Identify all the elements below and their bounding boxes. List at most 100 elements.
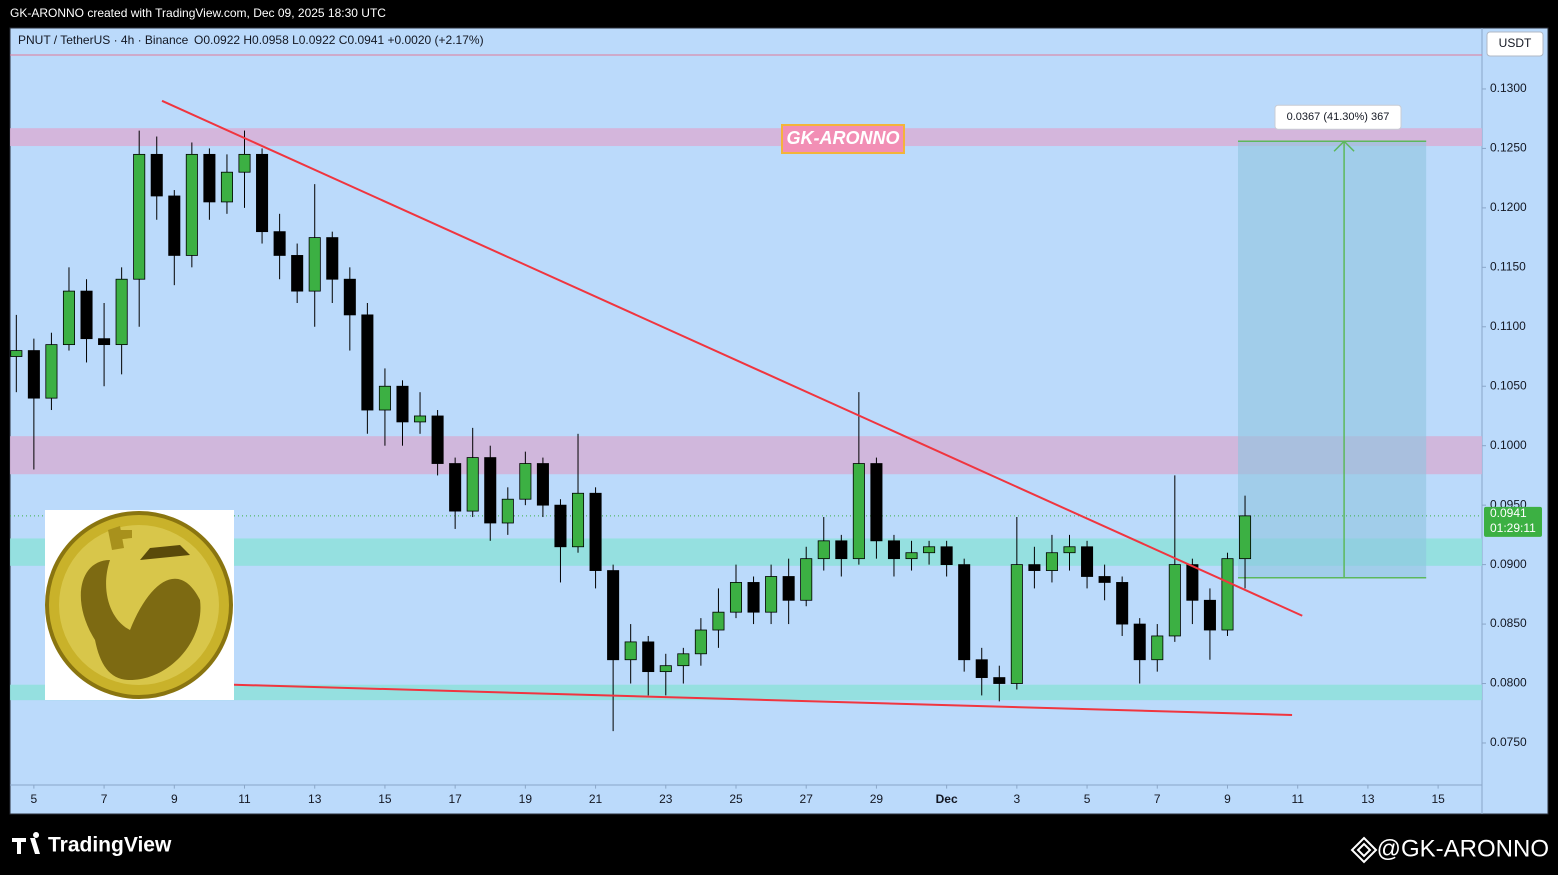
candle-body bbox=[940, 546, 953, 566]
candle-body bbox=[589, 492, 602, 571]
measure-label: 0.0367 (41.30%) 367 bbox=[1287, 111, 1390, 123]
zone bbox=[10, 128, 1482, 147]
x-tick-label: 15 bbox=[1431, 792, 1445, 806]
candle-body bbox=[765, 576, 778, 613]
y-tick-label: 0.1150 bbox=[1490, 259, 1526, 273]
candle-body bbox=[1045, 552, 1058, 571]
watermark-box bbox=[781, 124, 905, 154]
candle-body bbox=[536, 463, 549, 506]
x-tick-label: 7 bbox=[1154, 792, 1161, 806]
candle-body bbox=[203, 153, 216, 203]
x-tick-label: 9 bbox=[171, 792, 178, 806]
candle-body bbox=[887, 540, 900, 560]
candle-body bbox=[624, 641, 637, 661]
logo-squirrel bbox=[80, 560, 201, 680]
candle-body bbox=[361, 314, 374, 411]
x-tick-label: Dec bbox=[936, 792, 958, 806]
author-icon bbox=[1350, 836, 1378, 864]
candle-body bbox=[1116, 582, 1129, 625]
candle-body bbox=[238, 153, 251, 173]
measure-arrow-head bbox=[1333, 140, 1355, 152]
candle-body bbox=[431, 415, 444, 464]
brand: TradingView bbox=[48, 834, 172, 857]
candle-body bbox=[185, 153, 198, 256]
x-tick-label: 25 bbox=[729, 792, 743, 806]
x-tick-label: 21 bbox=[589, 792, 603, 806]
logo-letter bbox=[108, 526, 132, 550]
credit: GK-ARONNO created with TradingView.com, … bbox=[10, 6, 386, 20]
candle-body bbox=[852, 463, 865, 560]
currency[interactable]: USDT bbox=[1499, 36, 1532, 50]
candle-body bbox=[115, 278, 128, 346]
currency-button[interactable] bbox=[1486, 31, 1544, 57]
measure-box bbox=[1238, 141, 1427, 578]
candle-body bbox=[1151, 635, 1164, 661]
tv-logo bbox=[12, 832, 40, 854]
candle-body bbox=[27, 350, 40, 399]
candle-body bbox=[326, 237, 339, 280]
candle-body bbox=[975, 659, 988, 678]
candle-body bbox=[729, 582, 743, 613]
candle-body bbox=[80, 290, 93, 340]
x-tick-label: 5 bbox=[1084, 792, 1091, 806]
candle-body bbox=[62, 290, 75, 346]
candle-body bbox=[1081, 546, 1094, 577]
zone bbox=[10, 538, 1482, 566]
y-tick-label: 0.1100 bbox=[1490, 319, 1526, 333]
x-tick-label: 23 bbox=[659, 792, 673, 806]
candle-body bbox=[677, 653, 690, 667]
zone bbox=[10, 436, 1482, 475]
candle-body bbox=[45, 344, 58, 399]
x-tick-label: 17 bbox=[448, 792, 462, 806]
candle-body bbox=[642, 641, 655, 673]
candle-body bbox=[414, 415, 427, 423]
y-tick-label: 0.0800 bbox=[1490, 676, 1527, 690]
candle-body bbox=[378, 385, 391, 411]
candle-body bbox=[133, 153, 146, 280]
logo-hat bbox=[140, 545, 190, 560]
candle-body bbox=[607, 570, 620, 661]
candle-body bbox=[1203, 599, 1216, 631]
x-tick-label: 19 bbox=[519, 792, 533, 806]
y-tick-label: 0.1300 bbox=[1490, 81, 1527, 95]
candle-body bbox=[343, 278, 356, 316]
candle-body bbox=[782, 576, 795, 601]
y-tick-label: 0.0750 bbox=[1490, 735, 1527, 749]
candle-body bbox=[835, 540, 848, 560]
x-tick-label: 13 bbox=[1361, 792, 1375, 806]
candle-body bbox=[659, 665, 672, 673]
trendline bbox=[233, 683, 1293, 717]
candle-body bbox=[519, 463, 532, 500]
candle-body bbox=[870, 463, 883, 542]
candle-body bbox=[308, 237, 321, 292]
candle-body bbox=[554, 504, 567, 548]
candle-body bbox=[273, 231, 286, 256]
candle-body bbox=[694, 629, 707, 655]
candle-body bbox=[396, 385, 409, 423]
ohlc: O0.0922 H0.0958 L0.0922 C0.0941 +0.0020 … bbox=[194, 33, 484, 47]
y-tick-label: 0.0900 bbox=[1490, 557, 1527, 571]
x-tick-label: 27 bbox=[800, 792, 814, 806]
candle-body bbox=[572, 492, 585, 548]
price-label: 0.0941 bbox=[1490, 506, 1527, 520]
candle-body bbox=[449, 463, 462, 512]
candle-body bbox=[220, 171, 233, 203]
candle-body bbox=[1010, 564, 1023, 684]
x-tick-label: 11 bbox=[238, 792, 251, 806]
candle-body bbox=[1168, 564, 1181, 637]
y-tick-label: 0.1250 bbox=[1490, 141, 1527, 155]
candle-body bbox=[1221, 558, 1234, 631]
trendline bbox=[161, 99, 1303, 617]
x-tick-label: 29 bbox=[870, 792, 884, 806]
candle-body bbox=[712, 611, 725, 631]
candle-body bbox=[1186, 564, 1199, 601]
candle-body bbox=[923, 546, 936, 554]
y-tick-label: 0.1000 bbox=[1490, 438, 1527, 452]
candle-body bbox=[1239, 515, 1252, 560]
candle-body bbox=[168, 195, 181, 256]
candle-body bbox=[800, 558, 813, 601]
candle-body bbox=[466, 457, 479, 512]
candle-body bbox=[1028, 564, 1041, 571]
watermark: GK-ARONNO bbox=[787, 128, 900, 148]
